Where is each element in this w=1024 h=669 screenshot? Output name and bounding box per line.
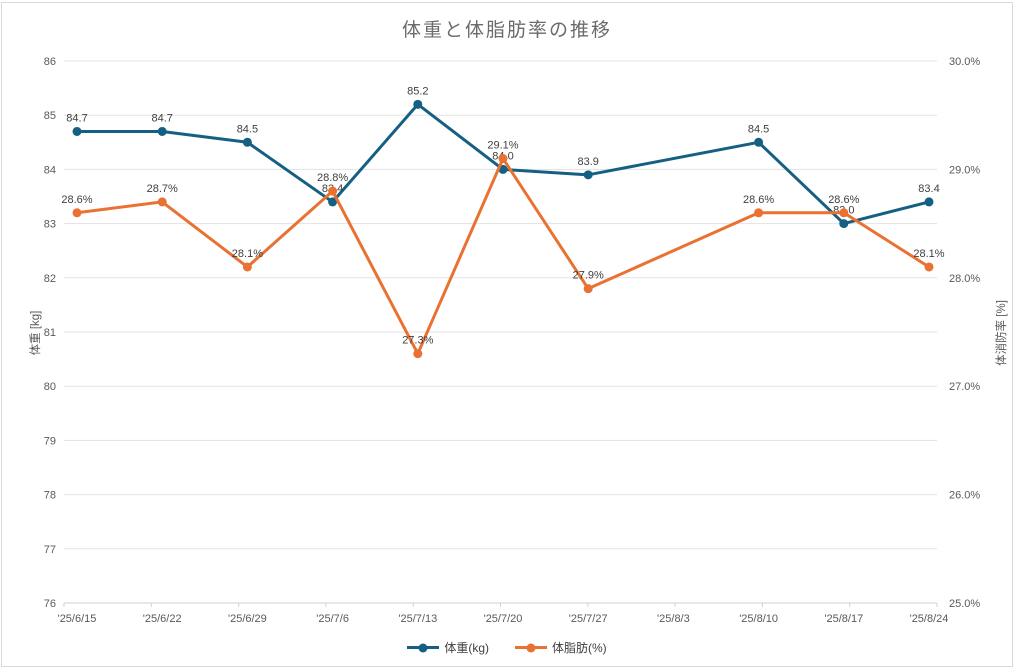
weight-marker (924, 197, 934, 207)
bodyfat-marker (583, 284, 593, 294)
right-tick-label: 28.0% (949, 273, 980, 285)
weight-marker (754, 137, 764, 147)
x-tick-label: '25/6/15 (58, 613, 97, 625)
x-tick-label: '25/8/10 (739, 613, 778, 625)
legend-label-weight: 体重(kg) (444, 641, 489, 655)
weight-marker (583, 170, 593, 180)
weight-line (75, 102, 931, 226)
x-tick-label: '25/6/29 (228, 613, 267, 625)
weight-data-label: 85.2 (407, 85, 428, 97)
bodyfat-marker (328, 186, 338, 196)
x-tick-label: '25/8/24 (910, 613, 949, 625)
left-tick-label: 85 (44, 110, 56, 122)
weight-marker-icon (418, 643, 428, 652)
left-tick-label: 80 (44, 381, 56, 393)
weight-data-label: 84.7 (151, 112, 172, 124)
bodyfat-data-label: 28.7% (147, 183, 178, 195)
bodyfat-marker (242, 262, 252, 272)
left-tick-label: 82 (44, 273, 56, 285)
legend-item-weight: 体重(kg) (407, 639, 489, 656)
bodyfat-marker-icon (526, 643, 536, 652)
chart-legend: 体重(kg) 体脂肪(%) (2, 639, 1012, 656)
left-tick-label: 77 (44, 544, 56, 556)
bodyfat-data-label: 28.6% (828, 194, 859, 206)
bodyfat-data-label: 27.9% (573, 270, 604, 282)
weight-marker (328, 197, 338, 207)
legend-label-bodyfat: 体脂肪(%) (552, 641, 607, 655)
weight-data-label: 84.5 (237, 123, 258, 135)
right-tick-label: 25.0% (949, 598, 980, 610)
bodyfat-marker (157, 197, 167, 207)
bodyfat-marker (839, 208, 849, 218)
bodyfat-data-label: 29.1% (487, 140, 518, 152)
left-tick-label: 81 (44, 327, 56, 339)
x-tick-label: '25/8/17 (824, 613, 863, 625)
x-tick-label: '25/7/6 (316, 613, 349, 625)
right-tick-label: 26.0% (949, 490, 980, 502)
left-tick-label: 84 (44, 164, 56, 176)
left-tick-label: 83 (44, 219, 56, 231)
chart-title: 体重と体脂肪率の推移 (401, 20, 612, 41)
right-tick-label: 27.0% (949, 381, 980, 393)
bodyfat-data-label: 28.8% (317, 172, 348, 184)
x-tick-label: '25/7/13 (398, 613, 437, 625)
right-tick-label: 29.0% (949, 164, 980, 176)
bodyfat-marker (754, 208, 764, 218)
bodyfat-marker (72, 208, 82, 218)
chart-canvas: 84.784.784.583.485.284.083.984.583.083.4… (44, 56, 981, 625)
bodyfat-line-swatch-icon (515, 643, 547, 652)
bodyfat-line (75, 157, 931, 356)
left-tick-label: 86 (44, 56, 56, 68)
right-tick-label: 30.0% (949, 56, 980, 68)
x-tick-label: '25/7/20 (484, 613, 523, 625)
legend-item-bodyfat: 体脂肪(%) (515, 639, 607, 656)
x-tick-label: '25/6/22 (143, 613, 182, 625)
weight-marker (242, 137, 252, 147)
weight-line-swatch-icon (407, 643, 440, 652)
weight-data-label: 84.7 (66, 112, 87, 124)
bodyfat-marker (924, 262, 934, 272)
weight-marker (72, 126, 82, 136)
bodyfat-data-label: 28.6% (743, 194, 774, 206)
left-tick-label: 79 (44, 435, 56, 447)
weight-data-label: 84.5 (748, 123, 769, 135)
bodyfat-marker (498, 154, 508, 164)
weight-data-label: 83.4 (918, 183, 939, 195)
left-tick-label: 76 (44, 598, 56, 610)
weight-marker (157, 126, 167, 136)
weight-data-label: 83.9 (577, 156, 598, 168)
x-tick-label: '25/7/27 (569, 613, 608, 625)
left-tick-label: 78 (44, 490, 56, 502)
weight-marker (839, 219, 849, 229)
bodyfat-data-label: 28.6% (61, 194, 92, 206)
bodyfat-data-label: 27.3% (402, 335, 433, 347)
x-tick-label: '25/8/3 (657, 613, 690, 625)
bodyfat-marker (413, 349, 423, 359)
bodyfat-data-label: 28.1% (232, 248, 263, 260)
bodyfat-data-label: 28.1% (913, 248, 944, 260)
weight-marker (413, 99, 423, 109)
